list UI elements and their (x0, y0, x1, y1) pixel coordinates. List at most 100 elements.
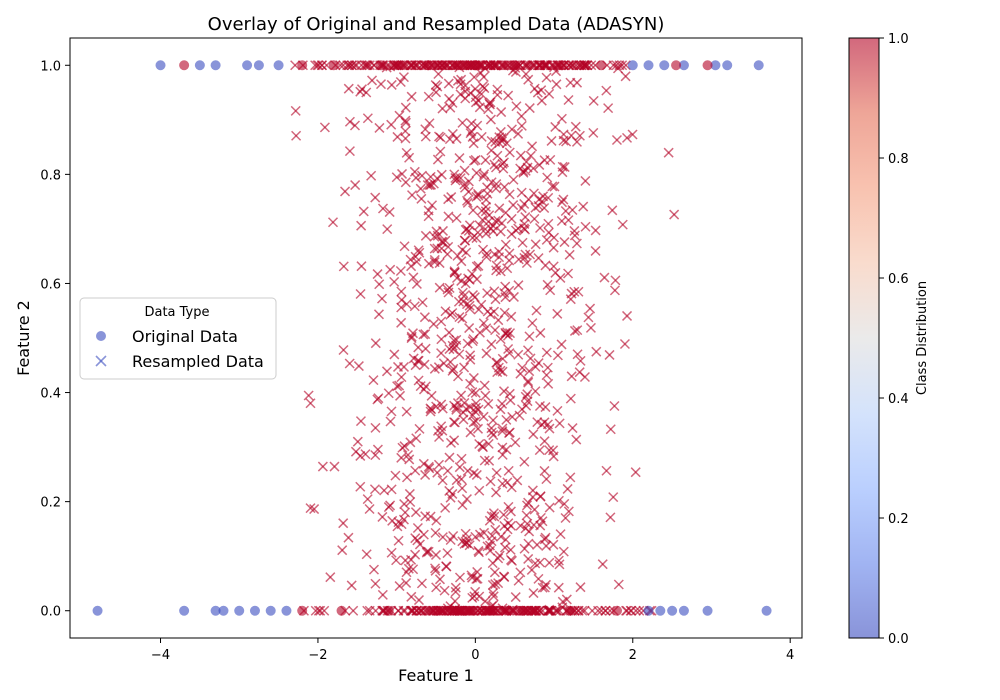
resampled-point (503, 90, 514, 101)
resampled-point (456, 605, 467, 616)
resampled-point (572, 349, 583, 360)
resampled-point (436, 348, 447, 359)
y-axis-label: Feature 2 (14, 300, 33, 376)
resampled-point (497, 398, 508, 409)
resampled-point (485, 60, 496, 71)
resampled-point (543, 218, 554, 229)
resampled-point (385, 264, 396, 275)
original-point (297, 60, 308, 71)
legend-title: Data Type (144, 305, 209, 320)
resampled-point (389, 349, 400, 360)
resampled-point (539, 436, 550, 447)
resampled-point (360, 60, 371, 71)
resampled-point (449, 435, 460, 446)
resampled-point (343, 83, 354, 94)
resampled-point (627, 129, 638, 140)
resampled-point (404, 454, 415, 465)
resampled-point (451, 334, 462, 345)
original-point (155, 60, 166, 71)
resampled-point (426, 390, 437, 401)
resampled-point (504, 348, 515, 359)
resampled-point (317, 461, 328, 472)
original-point (702, 605, 713, 616)
resampled-point (516, 203, 527, 214)
resampled-point (508, 174, 519, 185)
resampled-point (596, 605, 607, 616)
resampled-point (468, 155, 479, 166)
resampled-point (472, 227, 483, 238)
resampled-point (461, 224, 473, 235)
resampled-point (604, 605, 616, 616)
resampled-point (436, 421, 447, 432)
resampled-point (356, 220, 367, 231)
resampled-point (419, 312, 430, 323)
resampled-point (486, 145, 497, 156)
resampled-point (510, 225, 522, 236)
original-point (92, 605, 103, 616)
resampled-point (412, 522, 423, 534)
resampled-point (566, 288, 577, 299)
legend-box (79, 297, 277, 380)
resampled-point (533, 573, 544, 584)
resampled-point (418, 329, 429, 340)
resampled-point (522, 376, 534, 387)
resampled-point (420, 329, 431, 340)
resampled-point (617, 219, 628, 230)
resampled-point (483, 216, 494, 227)
resampled-point (340, 186, 351, 197)
resampled-point (504, 147, 515, 158)
resampled-point (522, 518, 533, 529)
resampled-point (554, 418, 565, 429)
resampled-point (442, 548, 453, 559)
resampled-point (482, 541, 493, 552)
resampled-point (396, 302, 407, 313)
resampled-point (542, 60, 553, 71)
resampled-point (482, 288, 493, 299)
resampled-point (539, 582, 550, 593)
resampled-point (524, 366, 535, 377)
resampled-point (495, 365, 506, 376)
resampled-point (391, 172, 402, 183)
resampled-point (434, 574, 445, 585)
resampled-point (481, 251, 492, 262)
resampled-point (465, 378, 476, 389)
x-tick-label: 4 (786, 648, 794, 663)
colorbar-tick-label: 1.0 (888, 32, 909, 47)
resampled-point (481, 348, 492, 359)
resampled-point (343, 60, 354, 71)
resampled-point (459, 165, 470, 176)
resampled-point (374, 279, 385, 290)
original-point (710, 60, 721, 71)
resampled-point (395, 390, 406, 401)
resampled-point (503, 465, 514, 476)
resampled-point (574, 130, 585, 141)
resampled-point (414, 605, 425, 616)
resampled-point (394, 380, 405, 391)
resampled-point (444, 344, 455, 355)
resampled-point (310, 605, 321, 616)
resampled-point (541, 347, 552, 358)
resampled-point (577, 605, 588, 616)
resampled-point (491, 467, 502, 478)
resampled-point (465, 350, 476, 361)
resampled-point (452, 250, 463, 261)
resampled-point (552, 308, 563, 319)
resampled-point (634, 605, 645, 616)
resampled-point (553, 495, 564, 506)
resampled-point (497, 423, 508, 434)
resampled-point (486, 135, 497, 146)
resampled-point (499, 307, 510, 318)
x-tick-label: 2 (629, 648, 637, 663)
resampled-point (374, 122, 385, 133)
resampled-point (579, 371, 590, 383)
resampled-point (443, 78, 454, 89)
resampled-point (400, 115, 411, 126)
resampled-point (440, 306, 451, 317)
resampled-point (425, 406, 436, 417)
resampled-point (486, 427, 497, 438)
resampled-point (548, 62, 560, 73)
resampled-point (622, 310, 633, 321)
resampled-point (415, 183, 426, 194)
resampled-point (464, 323, 475, 334)
original-point (210, 60, 221, 71)
